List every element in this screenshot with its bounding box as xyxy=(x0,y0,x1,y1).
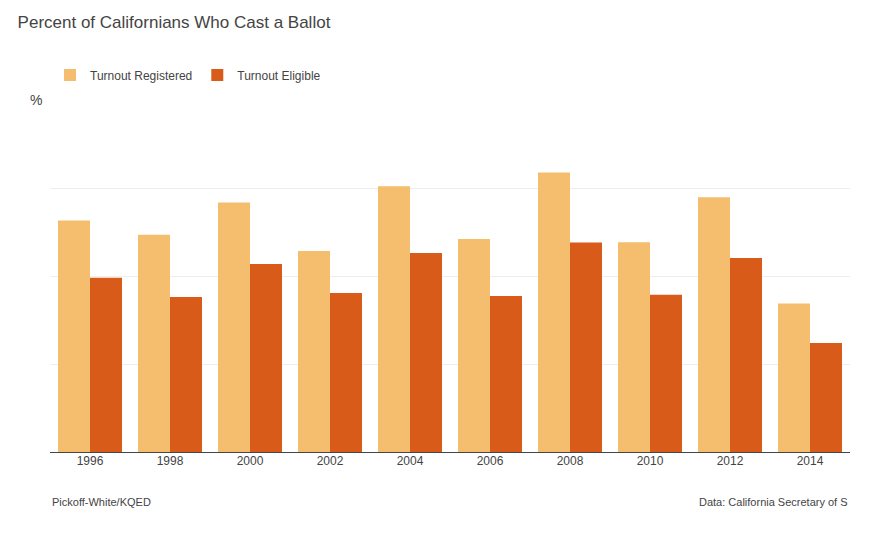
svg-text:Data: California Secretary of: Data: California Secretary of S xyxy=(699,496,848,508)
svg-text:1996: 1996 xyxy=(77,454,104,468)
svg-text:2002: 2002 xyxy=(317,454,344,468)
svg-text:2010: 2010 xyxy=(637,454,664,468)
svg-text:Pickoff-White/KQED: Pickoff-White/KQED xyxy=(52,496,151,508)
svg-text:1998: 1998 xyxy=(157,454,184,468)
svg-text:2014: 2014 xyxy=(797,454,824,468)
svg-text:2008: 2008 xyxy=(557,454,584,468)
svg-text:2000: 2000 xyxy=(237,454,264,468)
svg-text:2012: 2012 xyxy=(717,454,744,468)
svg-text:2006: 2006 xyxy=(477,454,504,468)
svg-text:Turnout Registered: Turnout Registered xyxy=(90,69,192,83)
svg-text:2004: 2004 xyxy=(397,454,424,468)
svg-text:Percent of Californians Who Ca: Percent of Californians Who Cast a Ballo… xyxy=(18,13,331,32)
svg-text:%: % xyxy=(30,92,42,108)
svg-text:Turnout Eligible: Turnout Eligible xyxy=(237,69,320,83)
